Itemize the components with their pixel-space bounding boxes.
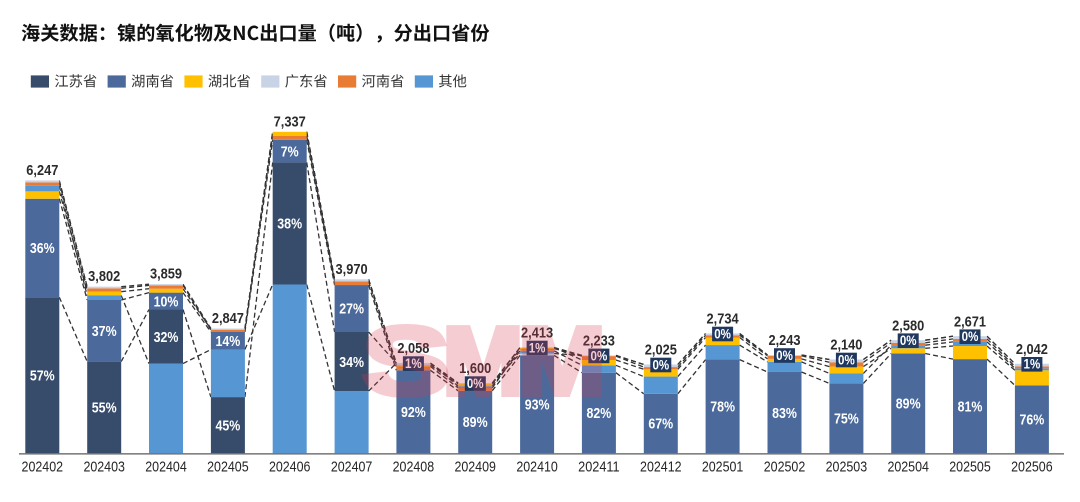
svg-text:75%: 75% xyxy=(834,412,859,428)
svg-text:1%: 1% xyxy=(529,340,546,355)
svg-text:2,140: 2,140 xyxy=(830,337,862,354)
svg-text:202411: 202411 xyxy=(578,459,620,476)
svg-text:2,847: 2,847 xyxy=(212,310,244,327)
svg-text:7,337: 7,337 xyxy=(274,113,306,130)
svg-text:76%: 76% xyxy=(1020,413,1045,429)
svg-text:92%: 92% xyxy=(401,405,426,421)
svg-text:0%: 0% xyxy=(900,333,917,348)
svg-text:202504: 202504 xyxy=(887,459,929,476)
svg-text:81%: 81% xyxy=(958,399,983,415)
svg-text:34%: 34% xyxy=(339,355,364,371)
svg-text:57%: 57% xyxy=(30,368,55,384)
svg-text:0%: 0% xyxy=(467,376,484,391)
svg-text:202412: 202412 xyxy=(640,459,682,476)
svg-text:36%: 36% xyxy=(30,241,55,257)
svg-text:202407: 202407 xyxy=(331,459,373,476)
svg-text:37%: 37% xyxy=(92,324,117,340)
svg-text:0%: 0% xyxy=(962,329,979,344)
svg-text:89%: 89% xyxy=(896,397,921,413)
svg-text:55%: 55% xyxy=(92,401,117,417)
svg-text:3,970: 3,970 xyxy=(336,261,368,278)
svg-text:3,802: 3,802 xyxy=(88,268,120,285)
svg-text:202402: 202402 xyxy=(22,459,64,476)
svg-text:2,243: 2,243 xyxy=(768,332,800,349)
svg-text:0%: 0% xyxy=(591,348,608,363)
svg-text:32%: 32% xyxy=(154,330,179,346)
svg-text:82%: 82% xyxy=(587,406,612,422)
svg-text:38%: 38% xyxy=(277,217,302,233)
svg-text:0%: 0% xyxy=(776,348,793,363)
svg-text:0%: 0% xyxy=(714,326,731,341)
svg-text:2,233: 2,233 xyxy=(583,333,615,350)
svg-text:67%: 67% xyxy=(648,417,673,433)
svg-text:202501: 202501 xyxy=(702,459,744,476)
svg-text:2,413: 2,413 xyxy=(521,325,553,342)
svg-text:202410: 202410 xyxy=(516,459,558,476)
svg-text:202403: 202403 xyxy=(83,459,125,476)
svg-text:202405: 202405 xyxy=(207,459,249,476)
svg-text:27%: 27% xyxy=(339,302,364,318)
svg-text:1%: 1% xyxy=(405,356,422,371)
svg-text:2,734: 2,734 xyxy=(707,311,740,328)
svg-text:0%: 0% xyxy=(652,357,669,372)
svg-text:6,247: 6,247 xyxy=(26,162,58,179)
svg-text:M: M xyxy=(443,308,523,415)
svg-text:202503: 202503 xyxy=(826,459,868,476)
svg-text:202506: 202506 xyxy=(1011,459,1053,476)
svg-text:2,025: 2,025 xyxy=(645,342,677,359)
svg-text:89%: 89% xyxy=(463,415,488,431)
svg-text:78%: 78% xyxy=(710,400,735,416)
svg-text:2,058: 2,058 xyxy=(397,340,429,357)
svg-text:10%: 10% xyxy=(154,294,179,310)
svg-text:S: S xyxy=(363,308,450,415)
svg-text:202505: 202505 xyxy=(949,459,991,476)
svg-text:93%: 93% xyxy=(525,398,550,414)
svg-text:3,859: 3,859 xyxy=(150,266,182,283)
svg-text:202409: 202409 xyxy=(454,459,496,476)
svg-text:45%: 45% xyxy=(216,418,241,434)
svg-text:2,671: 2,671 xyxy=(954,313,986,330)
svg-text:7%: 7% xyxy=(281,144,299,160)
svg-text:2,580: 2,580 xyxy=(892,317,924,334)
svg-text:83%: 83% xyxy=(772,406,797,422)
svg-text:14%: 14% xyxy=(216,334,241,350)
svg-text:202406: 202406 xyxy=(269,459,311,476)
svg-text:202502: 202502 xyxy=(764,459,806,476)
svg-text:1%: 1% xyxy=(1024,357,1041,372)
svg-text:M: M xyxy=(519,308,606,415)
svg-text:1,600: 1,600 xyxy=(459,360,491,377)
svg-text:202404: 202404 xyxy=(145,459,187,476)
svg-text:2,042: 2,042 xyxy=(1016,341,1048,358)
svg-text:202408: 202408 xyxy=(393,459,435,476)
svg-text:0%: 0% xyxy=(838,352,855,367)
